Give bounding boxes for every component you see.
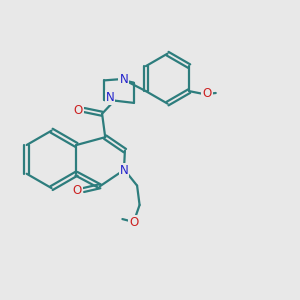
Text: O: O (202, 87, 211, 100)
Text: O: O (74, 103, 83, 116)
Text: N: N (119, 73, 128, 86)
Text: O: O (73, 184, 82, 196)
Text: N: N (106, 91, 114, 104)
Text: N: N (120, 164, 128, 176)
Text: O: O (129, 216, 139, 229)
